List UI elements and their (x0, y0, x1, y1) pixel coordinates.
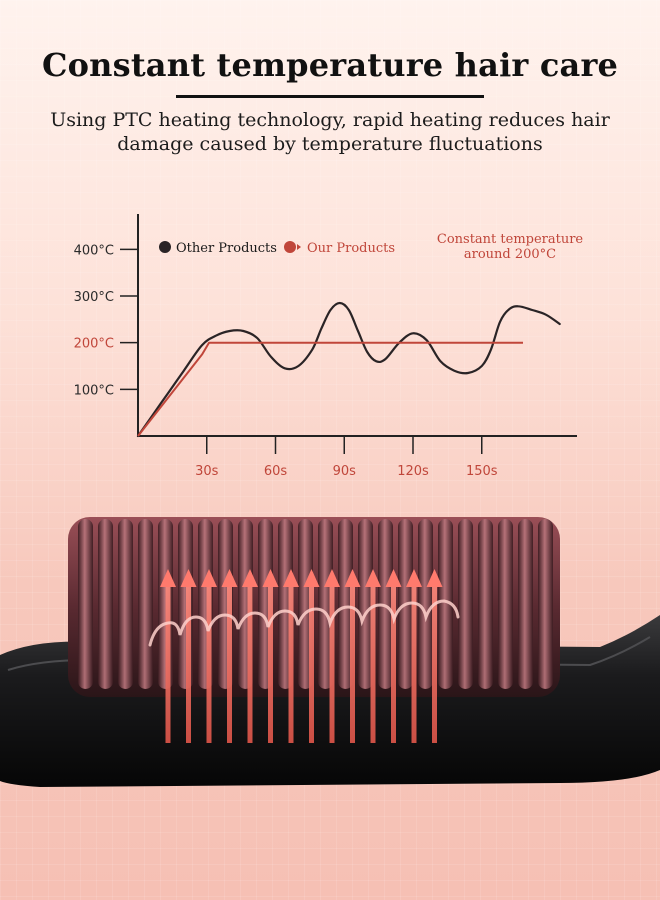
heat-arrow-shaft (227, 585, 232, 743)
subtitle-line-2: damage caused by temperature fluctuation… (117, 133, 543, 155)
heat-arrows (160, 569, 443, 743)
bristle (358, 519, 373, 689)
legend-other-products-dot (159, 241, 171, 253)
bristle (438, 519, 453, 689)
heat-arrow-shaft (432, 585, 437, 743)
y-tick-label-200: 200°C (74, 337, 114, 352)
y-tick-label-100: 100°C (74, 383, 114, 398)
y-tick-label-300: 300°C (74, 290, 114, 305)
heat-arrow-up-icon (242, 569, 258, 587)
annotation-line-2: around 200°C (464, 247, 556, 262)
bristle (98, 519, 113, 689)
heat-arrow-shaft (288, 585, 294, 743)
heat-arrow-up-icon (283, 569, 299, 587)
series-our-products-line (137, 341, 523, 437)
page-subtitle: Using PTC heating technology, rapid heat… (20, 108, 640, 156)
legend: Other Products Our Products (159, 241, 395, 256)
temperature-chart: 100°C 200°C 300°C 400°C 30s 60s 90s 120s 150s O… (74, 214, 584, 479)
heat-arrow-shaft (247, 585, 253, 743)
heat-arrow-up-icon (160, 569, 176, 587)
x-tick-label-60: 60s (264, 464, 288, 479)
x-tick-label-120: 120s (397, 464, 429, 479)
x-tick-label-150: 150s (466, 464, 498, 479)
heat-arrow-shaft (186, 585, 191, 743)
heat-arrow-up-icon (180, 569, 197, 587)
heat-arrow-shaft (329, 585, 335, 743)
heat-arrow-up-icon (201, 569, 217, 587)
heat-arrow-shaft (391, 585, 396, 743)
bristle (478, 519, 493, 689)
bristle (338, 519, 353, 689)
bristle (498, 519, 513, 689)
heat-arrow-shaft (206, 585, 212, 743)
heat-arrow-shaft (411, 585, 417, 743)
y-tick-label-400: 400°C (74, 243, 114, 258)
heat-arrow-up-icon (426, 569, 443, 587)
legend-other-products-label: Other Products (176, 241, 277, 256)
bristle (458, 519, 473, 689)
subtitle-line-1: Using PTC heating technology, rapid heat… (50, 109, 610, 131)
bristle (418, 519, 433, 689)
brush-bristles (78, 519, 553, 689)
heat-arrow-up-icon (303, 569, 320, 587)
page-title: Constant temperature hair care (41, 46, 619, 84)
bristle (538, 519, 553, 689)
heat-arrow-shaft (268, 585, 273, 743)
legend-our-products-label: Our Products (307, 241, 395, 256)
heat-arrow-shaft (165, 585, 171, 743)
heat-arrow-up-icon (221, 569, 238, 587)
title-divider (176, 95, 484, 98)
bristle (318, 519, 333, 689)
heat-wave (148, 599, 460, 647)
heat-arrow-up-icon (365, 569, 381, 587)
hair-straightener-brush-illustration (0, 517, 660, 787)
bristle (118, 519, 133, 689)
legend-our-products-dot (284, 241, 296, 253)
x-tick-label-30: 30s (195, 464, 219, 479)
bristle (518, 519, 533, 689)
bristle (78, 519, 93, 689)
bristle (378, 519, 393, 689)
heat-arrow-up-icon (406, 569, 422, 587)
series-other-products-line (136, 301, 561, 438)
x-tick-label-90: 90s (333, 464, 357, 479)
heat-arrow-up-icon (385, 569, 402, 587)
heat-arrow-shaft (370, 585, 376, 743)
heat-arrow-up-icon (262, 569, 279, 587)
annotation-line-1: Constant temperature (437, 232, 584, 247)
bristle (138, 519, 153, 689)
heat-arrow-shaft (350, 585, 355, 743)
legend-our-products-arrow-icon (297, 244, 301, 250)
heat-arrow-shaft (309, 585, 314, 743)
heat-arrow-up-icon (324, 569, 340, 587)
heat-arrow-up-icon (344, 569, 361, 587)
